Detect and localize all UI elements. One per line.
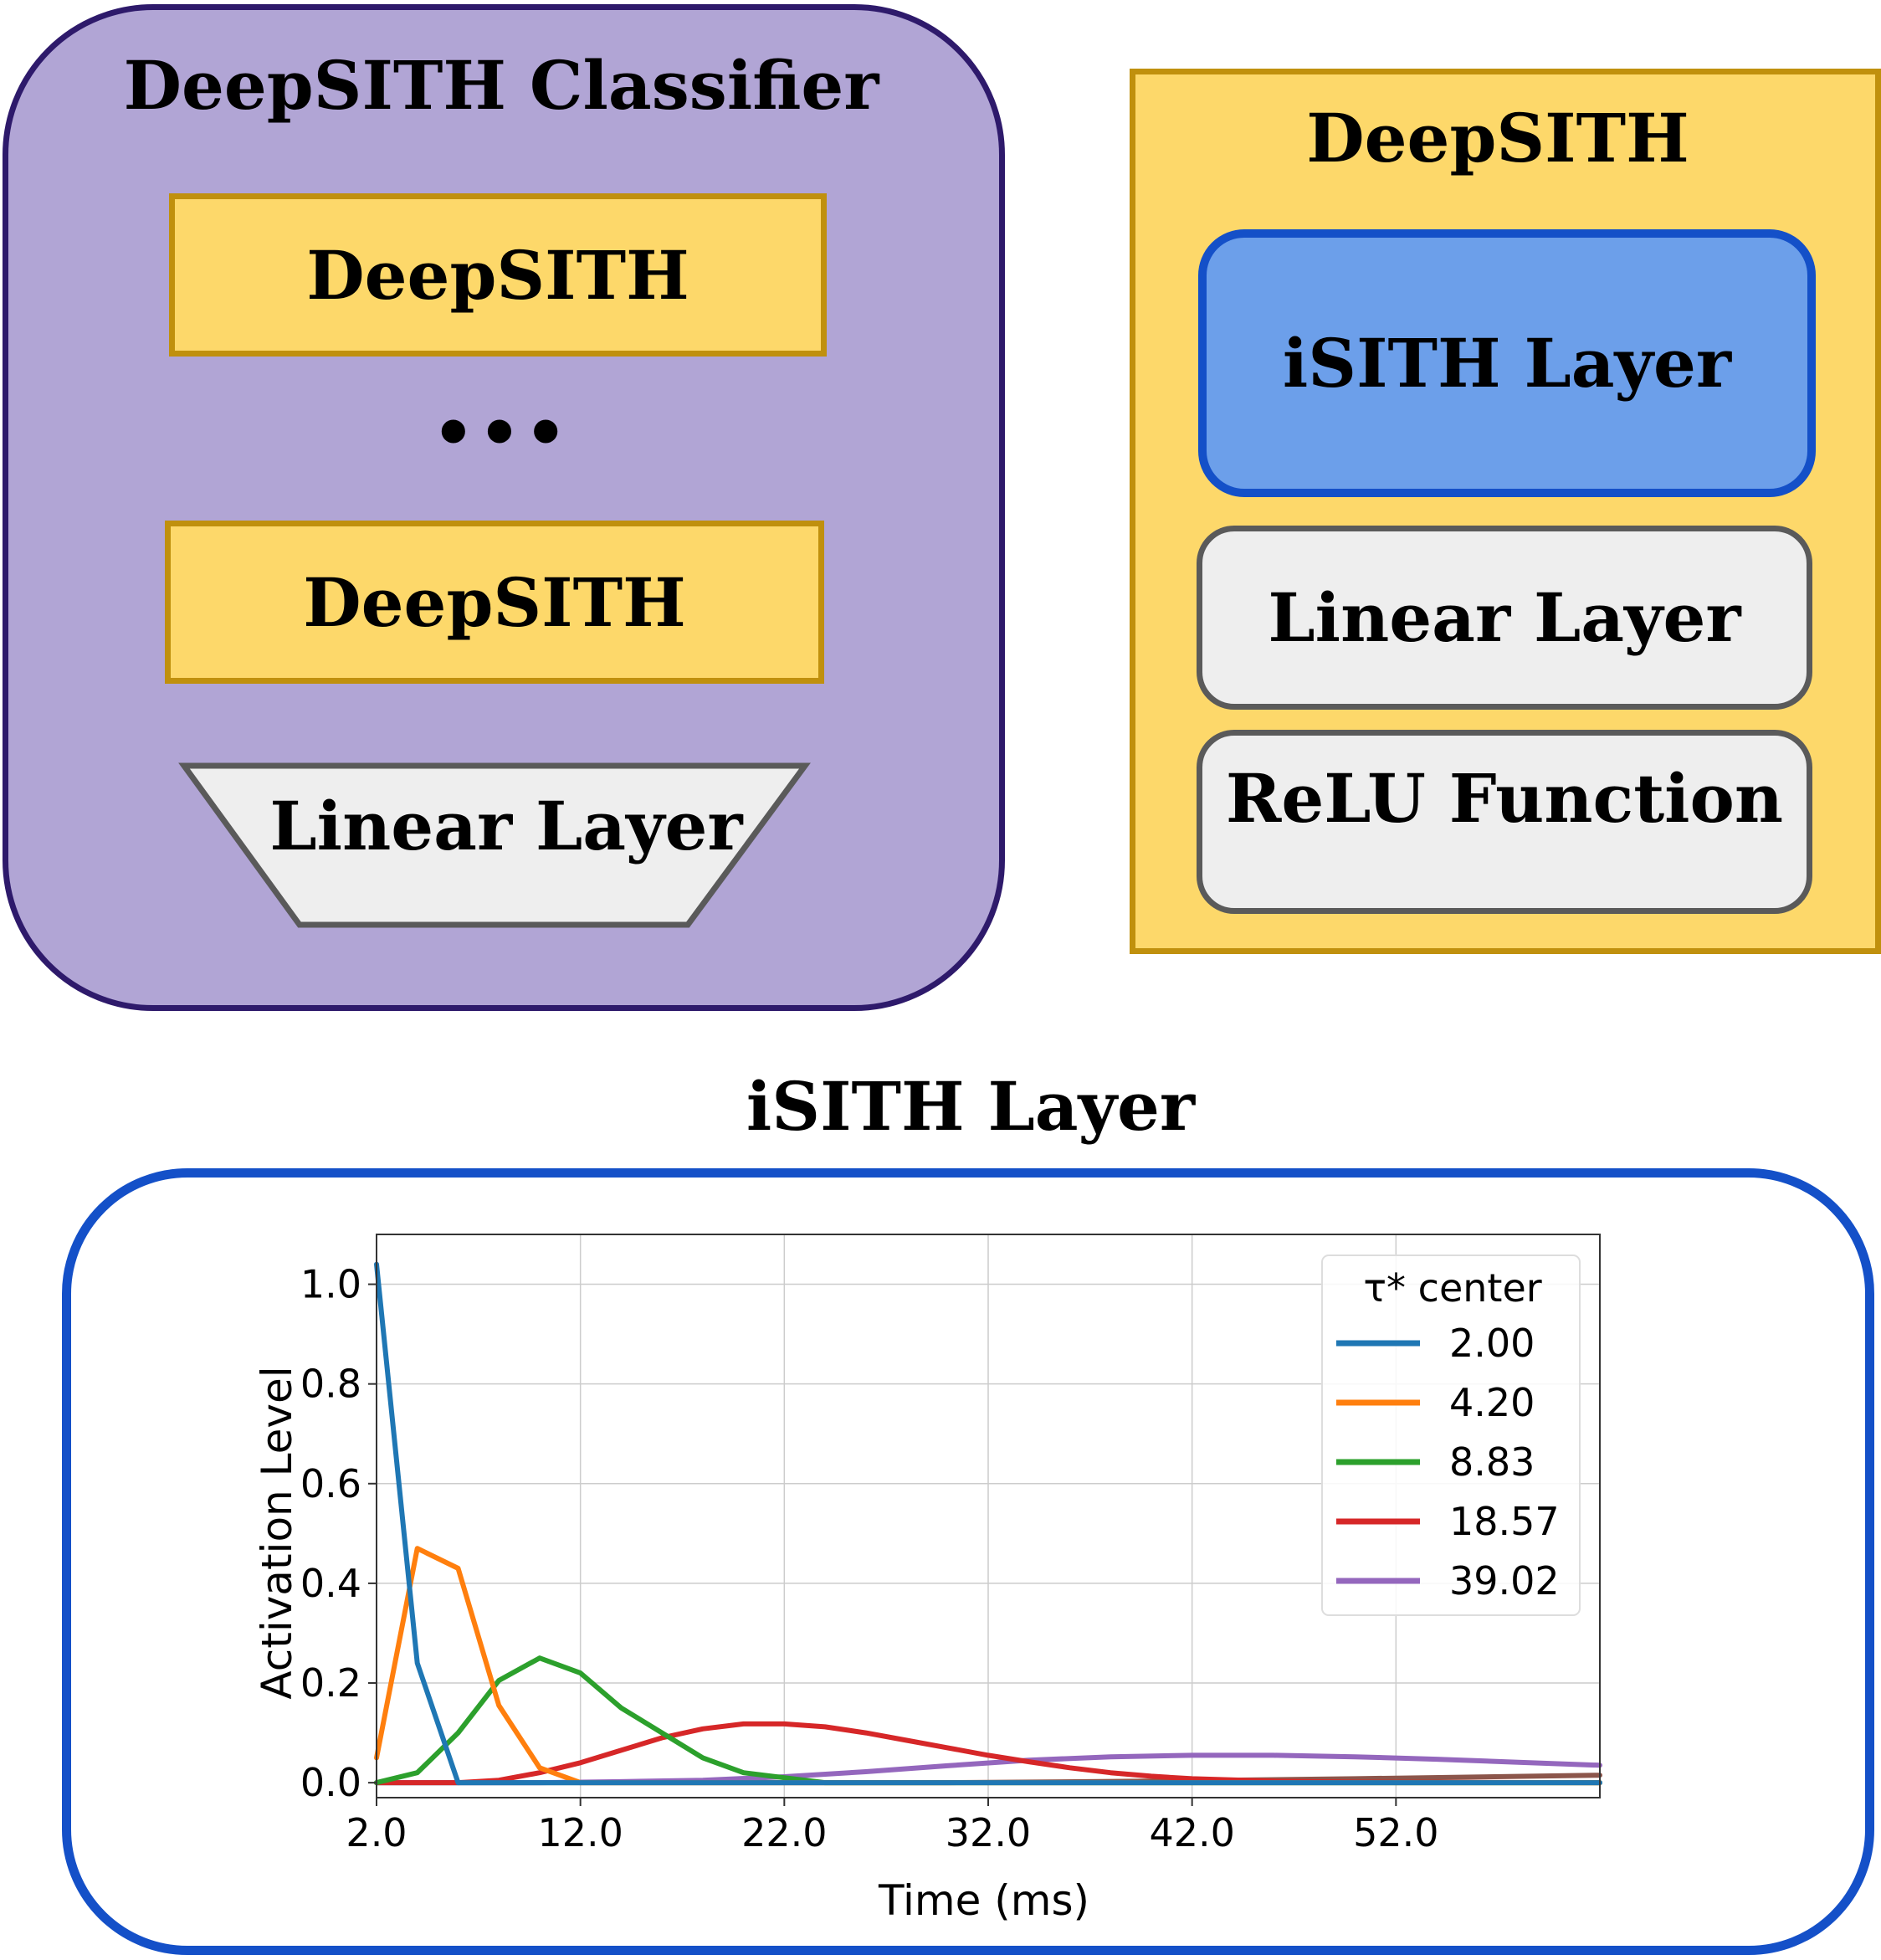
x-tick-label: 12.0 [537,1810,623,1855]
x-tick-label: 42.0 [1149,1810,1234,1855]
legend-entry-label: 8.83 [1449,1439,1535,1485]
deepsith-linear-layer-block: Linear Layer [1197,526,1812,710]
legend-entry-label: 39.02 [1449,1558,1560,1603]
y-tick-label: 0.4 [300,1561,361,1606]
x-tick-label: 32.0 [946,1810,1031,1855]
plot-legend: τ* center 2.00 4.20 8.83 18.57 39.02 [1321,1255,1581,1616]
y-tick-label: 0.8 [300,1362,361,1407]
legend-entry-label: 4.20 [1449,1380,1535,1425]
deepsith-title: DeepSITH [1306,99,1689,177]
y-tick-label: 1.0 [300,1262,361,1307]
isith-section-title: iSITH Layer [746,1067,1196,1146]
classifier-ellipsis: ••• [432,393,571,472]
x-tick-label: 2.0 [346,1810,407,1855]
plot-ticks: 2.0 12.0 22.0 32.0 42.0 52.0 0.0 0.2 0.4 0.6 0.8 1.… [300,1262,1439,1855]
series-line-18-57 [374,1721,1602,1786]
series-line-2-00 [374,1261,1602,1786]
classifier-deepsith-block-2: DeepSITH [165,521,824,684]
y-tick-label: 0.0 [300,1760,361,1805]
x-tick-label: 52.0 [1353,1810,1438,1855]
classifier-linear-layer-label: Linear Layer [269,787,743,865]
series-line-8-83 [374,1655,1602,1786]
classifier-deepsith-block-1: DeepSITH [169,193,827,357]
y-tick-label: 0.6 [300,1461,361,1506]
isith-layer-block: iSITH Layer [1198,229,1816,497]
x-tick-label: 22.0 [741,1810,827,1855]
legend-title: τ* center [1363,1265,1541,1311]
plot-series [374,1261,1602,1786]
legend-entry-label: 18.57 [1449,1499,1560,1544]
y-axis-label: Activation Level [253,1366,301,1699]
relu-function-block: ReLU Function [1197,730,1812,914]
y-tick-label: 0.2 [300,1660,361,1706]
classifier-linear-layer-shape [178,762,811,928]
classifier-title: DeepSITH Classifier [123,46,879,125]
legend-entry-label: 2.00 [1449,1321,1535,1366]
x-axis-label: Time (ms) [878,1876,1089,1925]
